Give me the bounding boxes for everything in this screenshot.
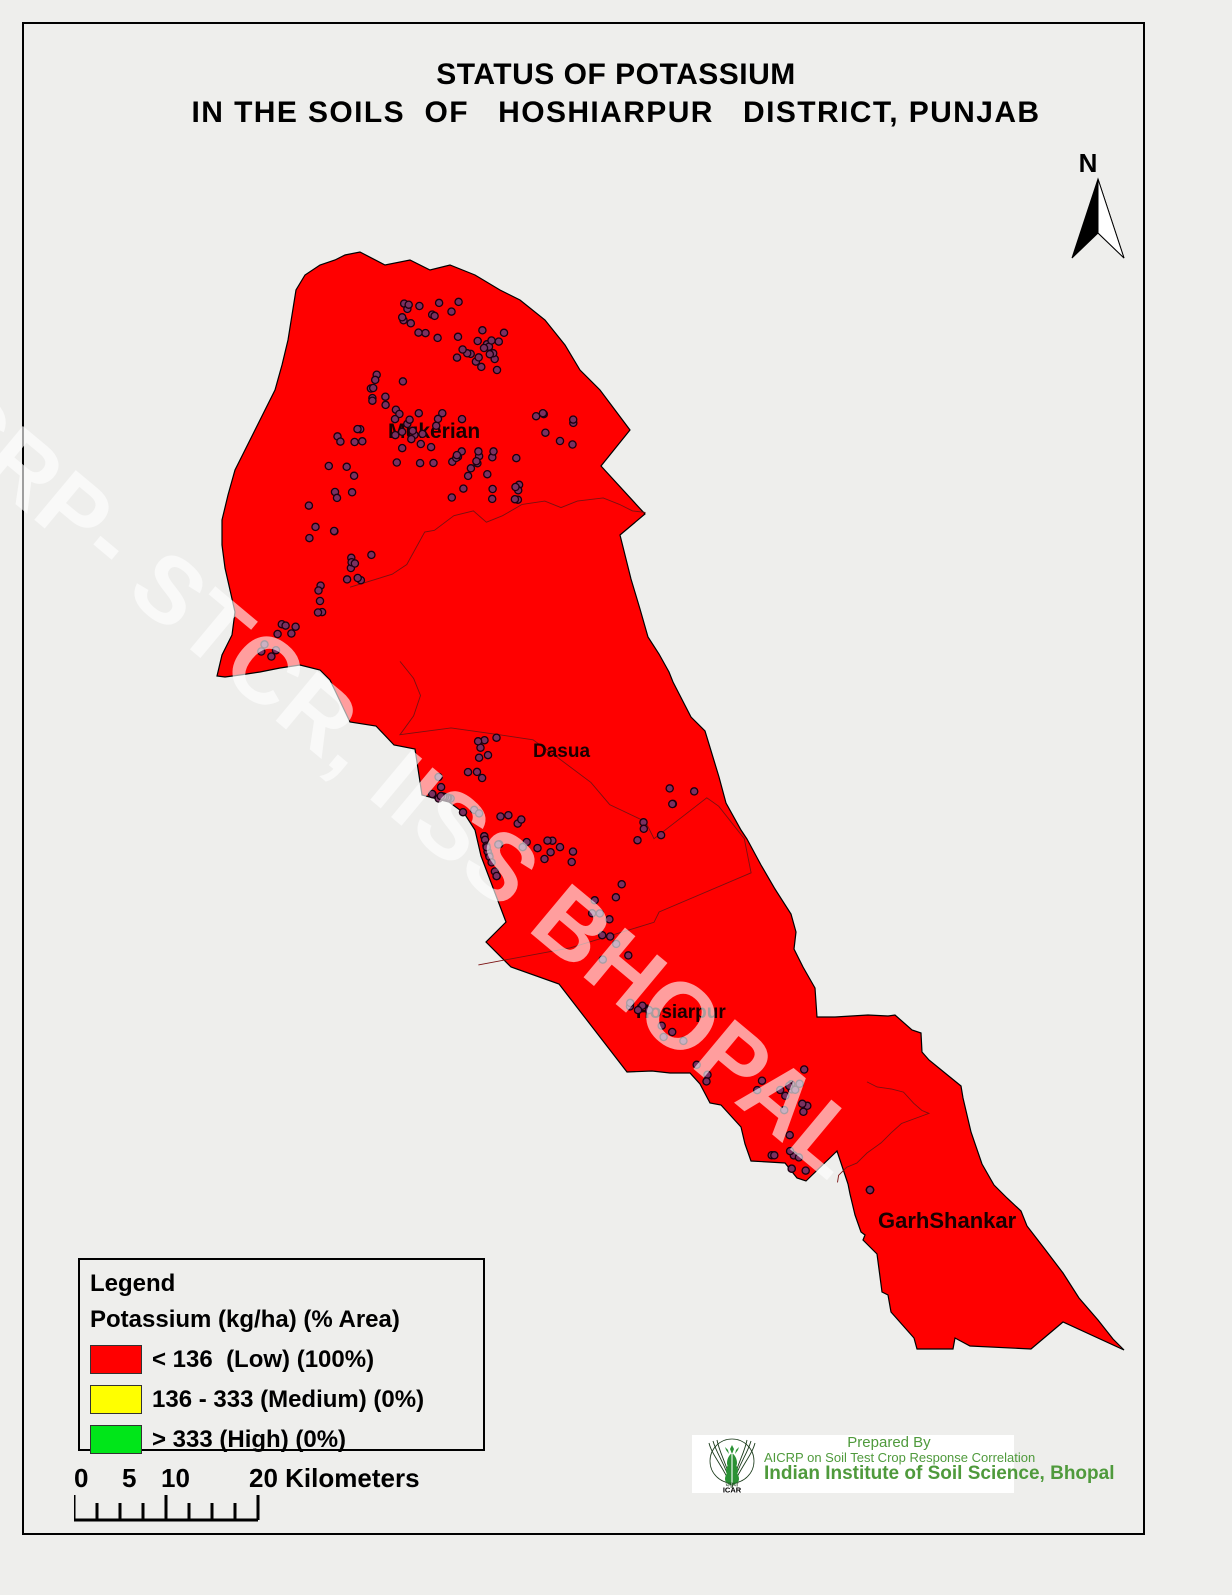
svg-text:N: N (1079, 148, 1098, 178)
svg-text:Dasua: Dasua (533, 741, 590, 762)
svg-text:GarhShankar: GarhShankar (878, 1208, 1017, 1233)
